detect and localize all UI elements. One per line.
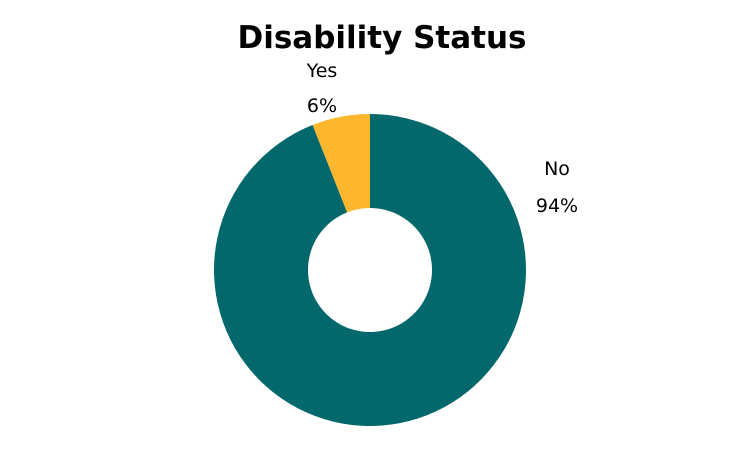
- slice-label-yes: Yes: [306, 60, 338, 82]
- slice-no: [214, 114, 526, 426]
- slice-label-no: No: [544, 158, 570, 180]
- slice-value-no: 94%: [536, 195, 578, 217]
- donut-slices: [214, 114, 526, 426]
- slice-yes: [312, 114, 370, 213]
- slice-value-yes: 6%: [307, 95, 337, 117]
- slice-labels: No 94% Yes 6%: [306, 60, 578, 217]
- chart-title: Disability Status: [237, 20, 526, 56]
